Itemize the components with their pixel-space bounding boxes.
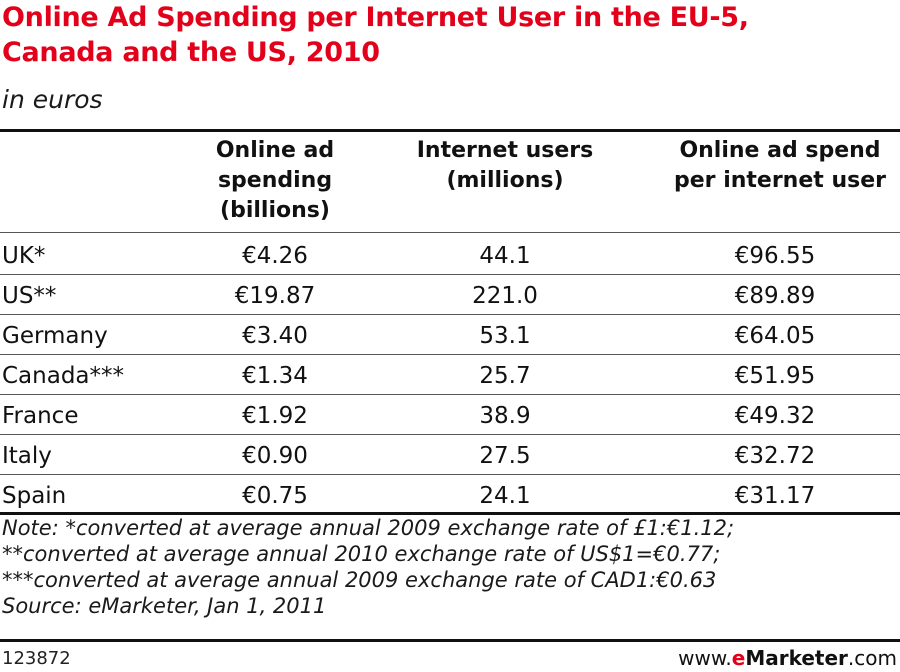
table-row: US** €19.87 221.0 €89.89 — [0, 276, 900, 316]
table-row: Spain €0.75 24.1 €31.17 — [0, 476, 900, 516]
cell-internet-users: 24.1 — [479, 483, 531, 509]
note-line: ***converted at average annual 2009 exch… — [2, 568, 717, 592]
row-separator — [0, 274, 900, 275]
table-row: France €1.92 38.9 €49.32 — [0, 396, 900, 436]
footer-rule — [0, 639, 900, 642]
row-label: UK* — [2, 243, 46, 269]
cell-internet-users: 44.1 — [479, 243, 531, 269]
column-header-line: per internet user — [674, 168, 886, 193]
row-label: Italy — [2, 443, 52, 469]
header-top-rule — [0, 129, 900, 132]
table-row: Germany €3.40 53.1 €64.05 — [0, 316, 900, 356]
brand-e: e — [731, 646, 746, 670]
cell-internet-users: 27.5 — [479, 443, 531, 469]
brand-prefix: www. — [678, 646, 732, 670]
row-separator — [0, 314, 900, 315]
chart-id: 123872 — [2, 648, 71, 669]
chart-title-line-2: Canada and the US, 2010 — [2, 37, 380, 68]
column-header-line: Online ad — [215, 138, 335, 163]
cell-ad-spending: €0.75 — [242, 483, 308, 509]
row-label: Spain — [2, 483, 67, 509]
row-separator — [0, 474, 900, 475]
column-header-line: (millions) — [446, 168, 564, 193]
source-line: Source: eMarketer, Jan 1, 2011 — [2, 594, 327, 618]
row-label: Germany — [2, 323, 108, 349]
chart-title-line-1: Online Ad Spending per Internet User in … — [2, 2, 749, 33]
cell-spend-per-user: €51.95 — [734, 363, 816, 389]
emarketer-logo: www.eMarketer.com — [678, 646, 897, 670]
brand-main: Marketer — [745, 646, 848, 670]
cell-spend-per-user: €64.05 — [734, 323, 816, 349]
note-line: Note: *converted at average annual 2009 … — [2, 516, 735, 540]
column-header-spend-per-user: Online ad spend per internet user — [660, 136, 900, 196]
column-header-ad-spending: Online ad spending (billions) — [190, 136, 360, 226]
table-row: Canada*** €1.34 25.7 €51.95 — [0, 356, 900, 396]
cell-spend-per-user: €49.32 — [734, 403, 816, 429]
cell-internet-users: 221.0 — [472, 283, 538, 309]
row-separator — [0, 354, 900, 355]
table-row: Italy €0.90 27.5 €32.72 — [0, 436, 900, 476]
cell-spend-per-user: €31.17 — [734, 483, 816, 509]
cell-spend-per-user: €89.89 — [734, 283, 816, 309]
header-bottom-rule — [0, 232, 900, 233]
table-bottom-rule — [0, 512, 900, 515]
column-header-line: Internet users — [416, 138, 594, 163]
row-label: Canada*** — [2, 363, 125, 389]
chart-subtitle: in euros — [2, 85, 103, 114]
cell-ad-spending: €1.34 — [242, 363, 308, 389]
cell-internet-users: 25.7 — [479, 363, 531, 389]
brand-suffix: .com — [847, 646, 897, 670]
cell-ad-spending: €0.90 — [242, 443, 308, 469]
cell-spend-per-user: €32.72 — [734, 443, 816, 469]
cell-internet-users: 38.9 — [479, 403, 531, 429]
row-separator — [0, 394, 900, 395]
column-header-line: (billions) — [220, 198, 330, 223]
column-header-internet-users: Internet users (millions) — [395, 136, 615, 196]
row-label: US** — [2, 283, 57, 309]
notes-block: Note: *converted at average annual 2009 … — [2, 515, 734, 619]
cell-ad-spending: €3.40 — [242, 323, 308, 349]
cell-ad-spending: €4.26 — [242, 243, 308, 269]
column-header-line: spending — [217, 168, 333, 193]
table-row: UK* €4.26 44.1 €96.55 — [0, 236, 900, 276]
row-separator — [0, 434, 900, 435]
chart-title: Online Ad Spending per Internet User in … — [2, 0, 898, 70]
cell-spend-per-user: €96.55 — [734, 243, 816, 269]
cell-ad-spending: €1.92 — [242, 403, 308, 429]
cell-internet-users: 53.1 — [479, 323, 531, 349]
cell-ad-spending: €19.87 — [234, 283, 316, 309]
note-line: **converted at average annual 2010 excha… — [2, 542, 721, 566]
column-header-line: Online ad spend — [679, 138, 881, 163]
row-label: France — [2, 403, 79, 429]
